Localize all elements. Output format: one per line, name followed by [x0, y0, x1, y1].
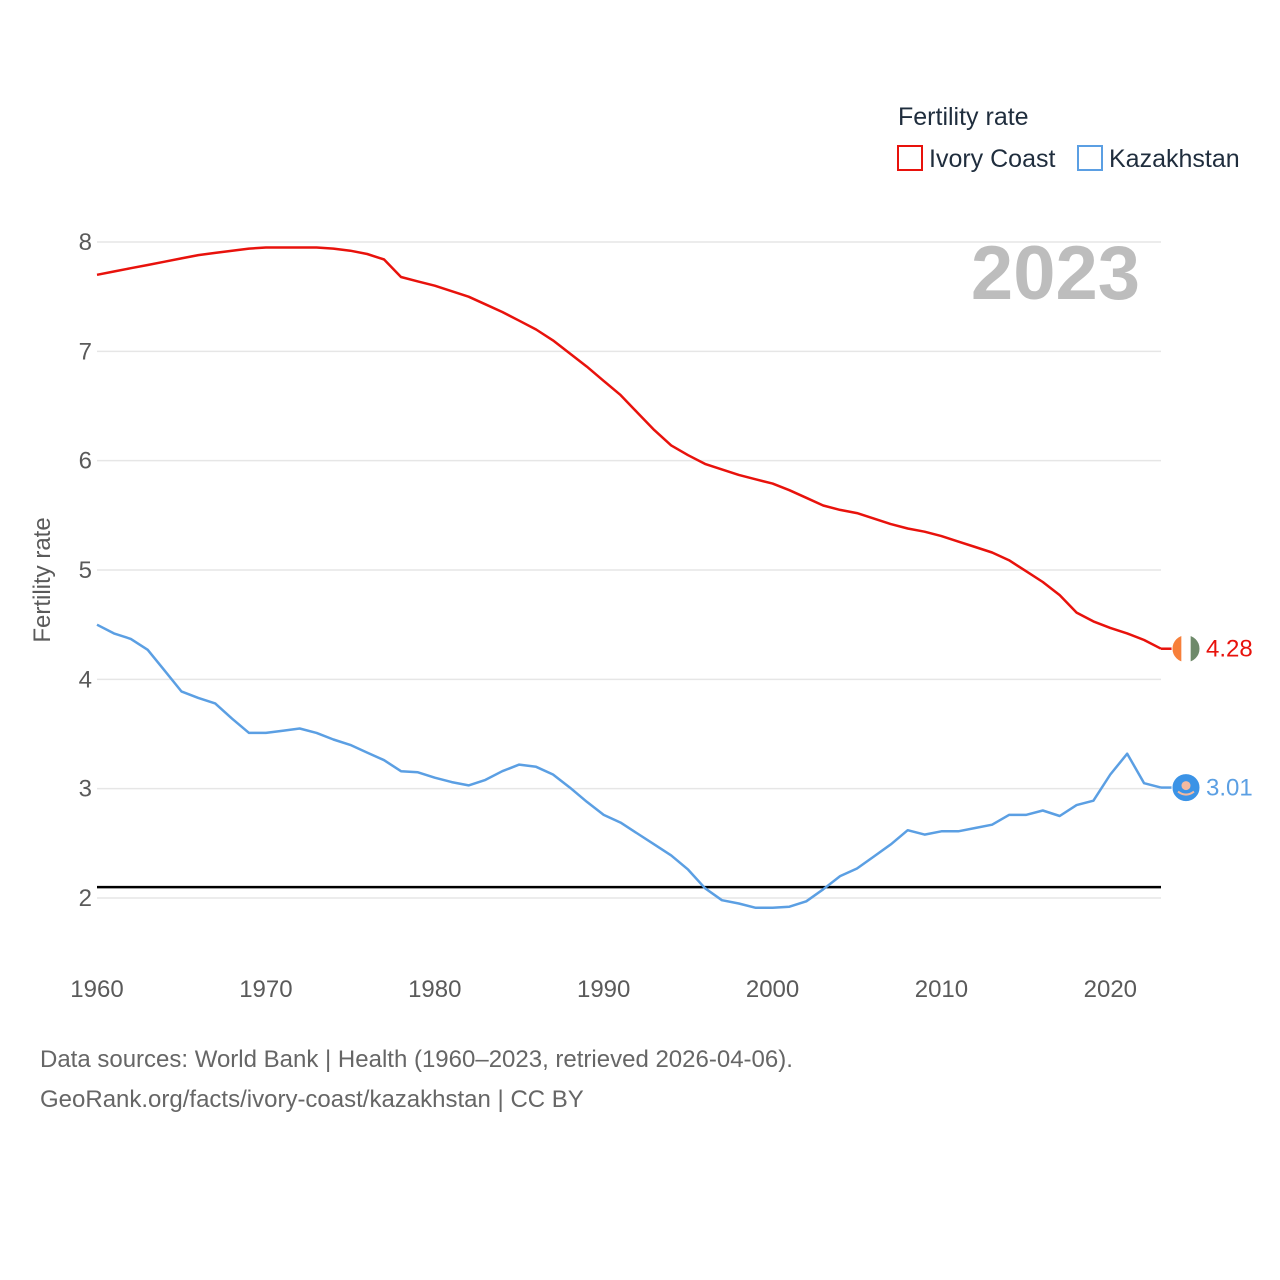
ivory-coast-flag-icon — [1171, 634, 1201, 664]
y-tick-label: 6 — [79, 448, 92, 475]
year-label: 2023 — [971, 231, 1140, 316]
series-line-ivory-coast — [96, 246, 1162, 650]
x-tick-label: 1960 — [70, 976, 123, 1003]
fertility-rate-chart: 2 3 4 5 6 7 8 1960 1970 1980 1990 2000 2010 2020 Fer… — [29, 103, 1253, 1003]
grid-lines — [97, 241, 1161, 899]
y-tick-label: 2 — [79, 885, 92, 912]
data-sources: Data sources: World Bank | Health (1960–… — [40, 1046, 793, 1073]
legend-swatch — [1077, 145, 1103, 171]
y-tick-label: 3 — [79, 776, 92, 803]
legend-item-kazakhstan[interactable]: Kazakhstan — [1077, 145, 1240, 173]
x-tick-label: 2020 — [1084, 976, 1137, 1003]
x-tick-label: 1990 — [577, 976, 630, 1003]
legend-item-ivory-coast[interactable]: Ivory Coast — [897, 145, 1055, 173]
x-tick-label: 2010 — [915, 976, 968, 1003]
legend-label: Ivory Coast — [929, 145, 1055, 173]
footer: Data sources: World Bank | Health (1960–… — [40, 1040, 793, 1120]
source-link[interactable]: GeoRank.org/facts/ivory-coast/kazakhstan… — [40, 1086, 584, 1113]
series-lines — [96, 246, 1162, 910]
end-value-kazakhstan: 3.01 — [1206, 775, 1253, 802]
y-tick-label: 8 — [79, 229, 92, 256]
x-tick-label: 1970 — [239, 976, 292, 1003]
legend-swatch — [897, 145, 923, 171]
end-markers: 4.28 3.01 — [1161, 634, 1253, 803]
y-tick-label: 7 — [79, 338, 92, 365]
y-tick-label: 4 — [79, 666, 92, 693]
end-value-ivory-coast: 4.28 — [1206, 636, 1253, 663]
legend-label: Kazakhstan — [1109, 145, 1240, 173]
series-line-kazakhstan — [96, 623, 1162, 910]
y-axis-title: Fertility rate — [29, 517, 56, 642]
y-axis-ticks: 2 3 4 5 6 7 8 — [79, 229, 92, 912]
x-tick-label: 2000 — [746, 976, 799, 1003]
x-axis-ticks: 1960 1970 1980 1990 2000 2010 2020 — [70, 976, 1137, 1003]
kazakhstan-flag-icon — [1171, 773, 1201, 803]
legend: Fertility rate Ivory Coast Kazakhstan — [897, 103, 1240, 173]
legend-title: Fertility rate — [898, 103, 1029, 131]
y-tick-label: 5 — [79, 557, 92, 584]
x-tick-label: 1980 — [408, 976, 461, 1003]
